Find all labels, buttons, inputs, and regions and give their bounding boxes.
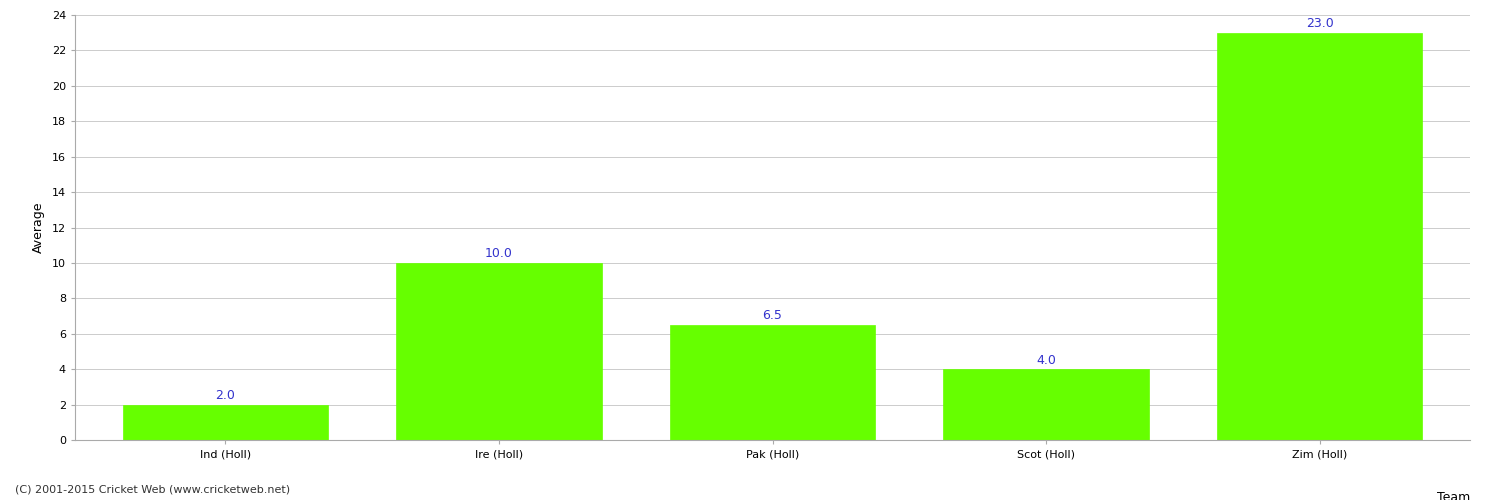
Bar: [944, 369, 1149, 440]
Text: 2.0: 2.0: [216, 389, 236, 402]
Text: (C) 2001-2015 Cricket Web (www.cricketweb.net): (C) 2001-2015 Cricket Web (www.cricketwe…: [15, 485, 290, 495]
Bar: [396, 263, 602, 440]
Text: 10.0: 10.0: [484, 248, 513, 260]
Text: 4.0: 4.0: [1036, 354, 1056, 366]
Text: 6.5: 6.5: [762, 309, 783, 322]
Y-axis label: Average: Average: [32, 202, 45, 253]
Bar: [1216, 32, 1422, 440]
Text: 23.0: 23.0: [1305, 17, 1334, 30]
Text: Team: Team: [1437, 491, 1470, 500]
Bar: [670, 325, 874, 440]
Bar: [123, 404, 328, 440]
